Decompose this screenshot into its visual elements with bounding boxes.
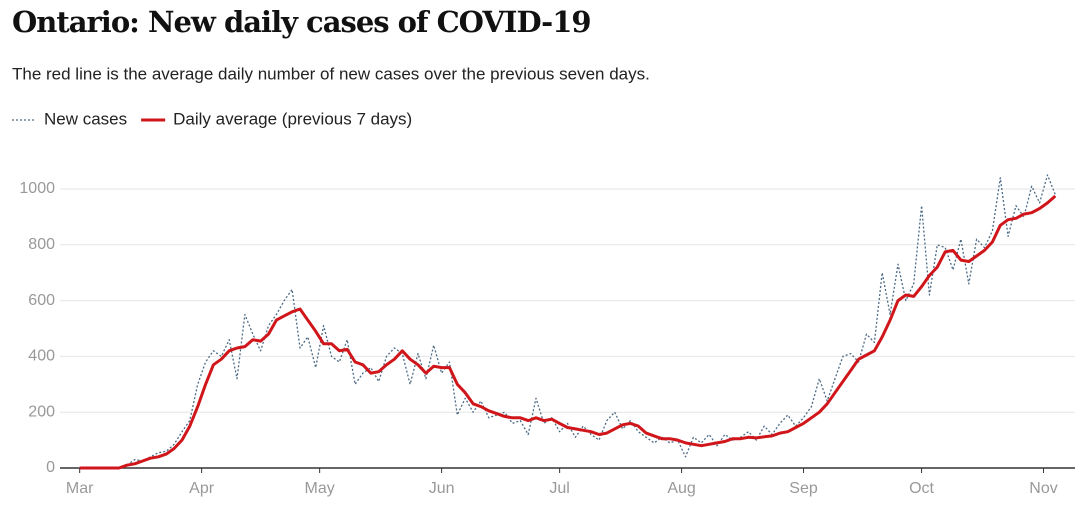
x-tick-label: Nov xyxy=(1029,480,1057,497)
y-tick-label: 0 xyxy=(46,459,55,476)
y-tick-label: 1000 xyxy=(19,180,55,197)
y-tick-label: 400 xyxy=(28,348,55,365)
y-tick-label: 600 xyxy=(28,292,55,309)
x-tick-label: May xyxy=(305,480,335,497)
x-tick-label: Oct xyxy=(909,480,934,497)
x-tick-label: Aug xyxy=(667,480,695,497)
legend-label: New cases xyxy=(44,109,127,128)
average-line xyxy=(79,194,1057,470)
x-tick-label: Apr xyxy=(189,480,215,497)
y-tick-label: 200 xyxy=(28,403,55,420)
x-tick-label: Mar xyxy=(66,480,94,497)
chart-title: Ontario: New daily cases of COVID-19 xyxy=(12,5,591,39)
chart-subtitle: The red line is the average daily number… xyxy=(12,64,650,83)
x-tick-label: Jun xyxy=(429,480,455,497)
y-tick-label: 800 xyxy=(28,236,55,253)
legend-label: Daily average (previous 7 days) xyxy=(173,109,412,128)
x-tick-label: Sep xyxy=(789,480,818,497)
x-tick-label: Jul xyxy=(549,480,569,497)
new-cases-line xyxy=(79,174,1056,469)
